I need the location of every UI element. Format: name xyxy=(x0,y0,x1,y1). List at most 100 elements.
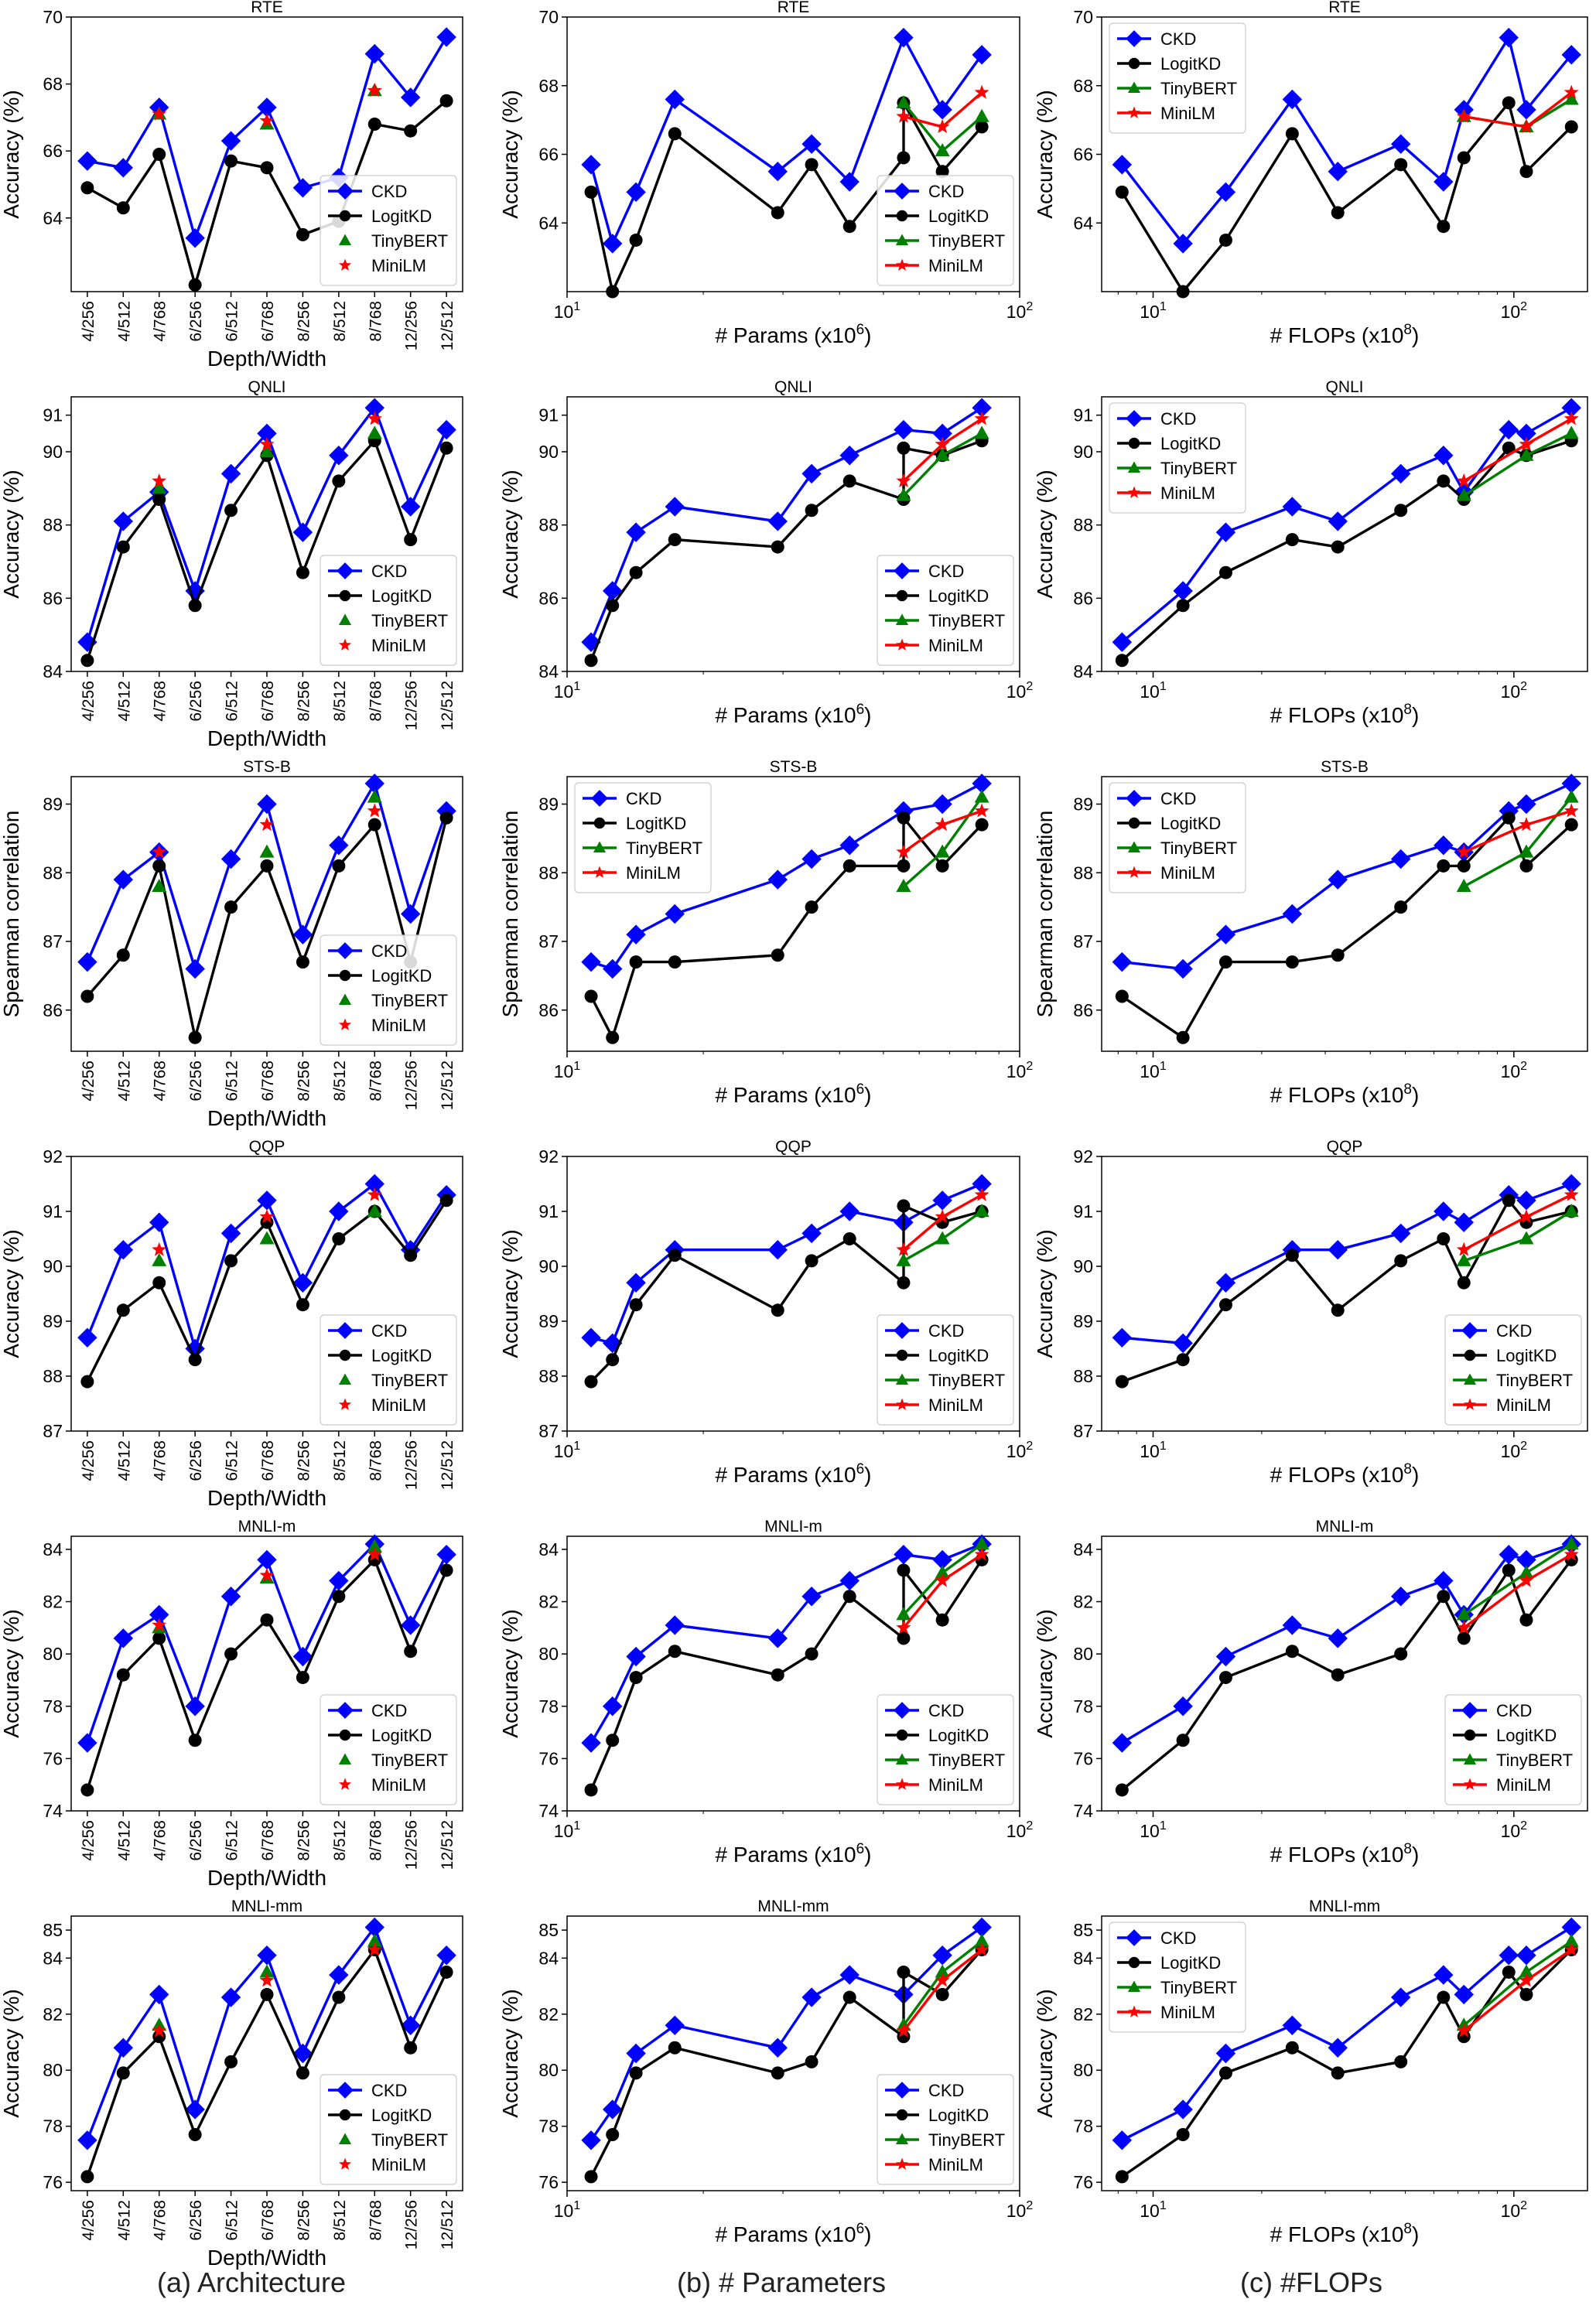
legend-label-logitkd: LogitKD xyxy=(626,814,686,833)
data-point xyxy=(897,151,911,165)
data-point xyxy=(935,1987,949,2001)
legend: CKD LogitKD TinyBERT MiniLM xyxy=(320,175,457,286)
legend-label-ckd: CKD xyxy=(371,182,407,201)
data-point xyxy=(260,1987,274,2001)
data-point xyxy=(439,94,453,108)
legend-marker xyxy=(338,1398,352,1410)
data-point xyxy=(149,1984,169,2005)
x-axis-label: # Params (x106) xyxy=(716,1081,872,1107)
data-point xyxy=(606,599,620,613)
legend-marker xyxy=(338,993,352,1005)
legend-marker xyxy=(1463,1373,1477,1385)
y-tick-label: 82 xyxy=(1073,2004,1093,2024)
y-tick-label: 80 xyxy=(538,1644,559,1664)
legend-label-tinybert: TinyBERT xyxy=(928,231,1005,251)
legend-label-minilm: MiniLM xyxy=(1496,1775,1551,1795)
data-point xyxy=(1112,632,1133,652)
legend-label-minilm: MiniLM xyxy=(371,636,426,655)
x-tick-label: 101 xyxy=(1140,1440,1167,1461)
y-tick-label: 86 xyxy=(1073,588,1093,608)
series-logitkd xyxy=(584,811,989,1044)
y-tick-label: 88 xyxy=(43,1366,63,1386)
x-tick-label: 102 xyxy=(1006,1819,1034,1841)
data-point xyxy=(629,1298,643,1312)
legend-box xyxy=(320,2074,457,2185)
series-ckd xyxy=(581,398,992,652)
legend-label-tinybert: TinyBERT xyxy=(1496,1371,1573,1390)
x-tick-label: 4/768 xyxy=(152,2200,169,2241)
data-point xyxy=(935,119,950,134)
legend-label-minilm: MiniLM xyxy=(371,1395,426,1415)
data-point xyxy=(260,859,274,873)
data-point xyxy=(367,1187,382,1201)
data-point xyxy=(400,2015,421,2035)
x-tick-label: 102 xyxy=(1501,1440,1528,1461)
data-point xyxy=(1331,2066,1345,2080)
data-point xyxy=(1390,1987,1411,2007)
y-tick-label: 76 xyxy=(1073,1748,1093,1768)
legend-label-minilm: MiniLM xyxy=(1160,104,1215,123)
x-tick-label: 12/512 xyxy=(439,1820,456,1870)
data-point xyxy=(1564,1933,1579,1947)
legend-label-logitkd: LogitKD xyxy=(928,1346,989,1365)
data-point xyxy=(116,2066,130,2080)
y-tick-label: 82 xyxy=(43,1592,63,1612)
legend-marker xyxy=(593,866,607,878)
legend-label-ckd: CKD xyxy=(928,2081,964,2100)
chart-title: MNLI-m xyxy=(238,1518,296,1535)
plot-area xyxy=(566,396,1020,672)
chart-title: RTE xyxy=(777,0,810,16)
data-point xyxy=(805,2055,819,2068)
y-tick-label: 70 xyxy=(1073,7,1093,27)
x-tick-label: 101 xyxy=(1140,1060,1167,1081)
data-point xyxy=(1328,1628,1348,1648)
data-point xyxy=(220,131,241,151)
y-axis-label: Accuracy (%) xyxy=(1033,470,1057,598)
chart-qnli-architecture: QNLI 84 86 88 90 91 4/256 4/512 4/768 6/256 6/512 6… xyxy=(0,378,463,750)
data-point xyxy=(1564,411,1579,425)
data-point xyxy=(805,158,819,172)
legend-box xyxy=(877,175,1014,286)
y-axis-label: Accuracy (%) xyxy=(0,90,23,218)
data-point xyxy=(152,493,166,507)
legend-box xyxy=(1109,402,1246,514)
legend-label-logitkd: LogitKD xyxy=(371,586,432,606)
y-tick-label: 64 xyxy=(538,213,559,233)
y-tick-label: 82 xyxy=(43,2004,63,2024)
legend-marker xyxy=(1127,81,1141,93)
legend-marker xyxy=(1463,1778,1477,1790)
data-point xyxy=(1173,1333,1193,1354)
chart-title: STS-B xyxy=(770,758,818,776)
legend-marker xyxy=(339,2109,351,2121)
legend-marker xyxy=(338,1753,352,1764)
y-tick-label: 88 xyxy=(538,515,559,535)
chart-title: MNLI-m xyxy=(764,1518,822,1535)
y-tick-label: 86 xyxy=(1073,1000,1093,1020)
legend-marker xyxy=(896,1729,908,1741)
y-tick-label: 89 xyxy=(538,1311,559,1331)
x-tick-label: 4/256 xyxy=(80,681,97,722)
plot-area xyxy=(566,1535,1020,1812)
data-point xyxy=(367,1942,382,1956)
legend-marker xyxy=(337,183,354,200)
legend-label-minilm: MiniLM xyxy=(1496,1395,1551,1415)
data-point xyxy=(152,879,167,892)
plot-area xyxy=(1101,396,1588,672)
data-point xyxy=(896,487,911,501)
y-tick-label: 74 xyxy=(43,1801,63,1821)
series-minilm xyxy=(1456,84,1579,134)
data-point xyxy=(439,1194,453,1208)
series-logitkd xyxy=(80,1553,453,1797)
data-point xyxy=(842,1990,856,2004)
data-point xyxy=(1434,835,1454,856)
data-point xyxy=(629,955,643,969)
data-point xyxy=(935,1613,949,1627)
data-point xyxy=(220,463,241,484)
data-point xyxy=(259,1964,275,1978)
legend-label-tinybert: TinyBERT xyxy=(371,1751,448,1770)
legend-box xyxy=(320,1314,457,1426)
data-point xyxy=(668,127,682,141)
chart-mnli-m-flops: MNLI-m 74 76 78 80 82 84 101 102 # FLOPs (x108) Ac… xyxy=(1033,1518,1588,1867)
x-tick-label: 4/768 xyxy=(152,301,169,342)
data-point xyxy=(259,1209,275,1224)
